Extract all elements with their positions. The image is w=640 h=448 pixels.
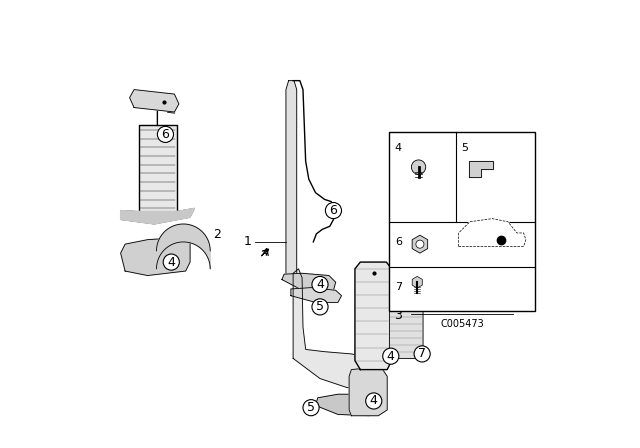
Circle shape [412,160,426,174]
Text: A: A [262,248,269,258]
Polygon shape [468,161,493,177]
Circle shape [157,126,173,142]
Circle shape [163,254,179,270]
Text: 7: 7 [395,282,402,292]
Text: 6: 6 [330,204,337,217]
Circle shape [365,393,382,409]
Polygon shape [389,284,423,358]
Polygon shape [291,288,342,302]
Text: 2: 2 [213,228,221,241]
Polygon shape [139,125,177,213]
Polygon shape [286,81,297,280]
Circle shape [414,346,430,362]
Circle shape [312,276,328,293]
Polygon shape [121,237,190,276]
Polygon shape [121,208,195,224]
Bar [389,132,535,311]
Text: 3: 3 [394,309,402,323]
Polygon shape [355,262,392,370]
Text: 4: 4 [167,255,175,269]
Text: 5: 5 [307,401,315,414]
Polygon shape [293,269,383,390]
Polygon shape [459,219,526,246]
Polygon shape [412,276,422,288]
Circle shape [416,240,424,248]
Polygon shape [412,235,428,253]
Text: 4: 4 [387,349,395,363]
Polygon shape [316,394,383,416]
Text: 4: 4 [370,394,378,408]
Circle shape [303,400,319,416]
Polygon shape [349,368,387,416]
Circle shape [325,202,342,219]
Text: 7: 7 [418,347,426,361]
Polygon shape [282,273,336,293]
Text: 5: 5 [316,300,324,314]
Circle shape [383,348,399,364]
Circle shape [312,299,328,315]
Text: C005473: C005473 [440,319,484,329]
Text: 1: 1 [244,234,252,248]
Text: 5: 5 [461,143,468,153]
Text: 4: 4 [316,278,324,291]
Polygon shape [157,224,210,269]
Text: 4: 4 [395,143,402,153]
Text: 6: 6 [161,128,170,141]
Polygon shape [130,90,179,112]
Text: 6: 6 [395,237,402,247]
